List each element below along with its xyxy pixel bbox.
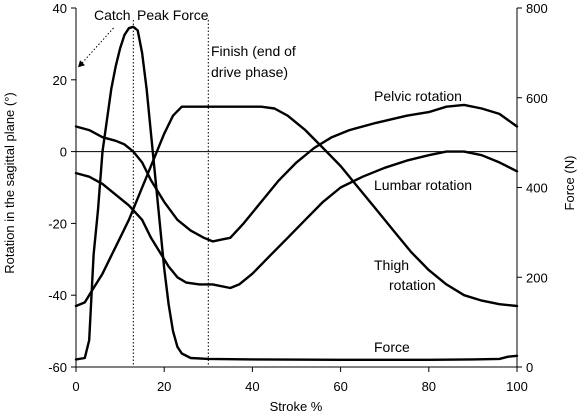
y2-tick-label: 800: [526, 1, 548, 16]
catch-arrow-head: [78, 60, 85, 68]
annotations: Catch Peak Force Finish (end of drive ph…: [94, 7, 472, 355]
series-lumbar-rotation: [74, 150, 519, 290]
y2-tick-label: 0: [526, 360, 533, 375]
y-tick-label: -60: [48, 360, 67, 375]
annotation-catch: Catch: [94, 7, 131, 23]
series-pelvic-rotation: [74, 103, 519, 243]
y2-tick-label: 200: [526, 270, 548, 285]
y2-tick-label: 600: [526, 91, 548, 106]
x-tick-label: 100: [506, 379, 528, 394]
annotation-lumbar: Lumbar rotation: [374, 177, 472, 193]
annotation-force: Force: [374, 339, 410, 355]
marker-lines: [78, 20, 209, 367]
y-tick-label: -40: [48, 288, 67, 303]
y-tick-label: 40: [53, 1, 67, 16]
x-tick-label: 0: [72, 379, 79, 394]
y-tick-label: -20: [48, 216, 67, 231]
annotation-thigh-line2: rotation: [389, 277, 436, 293]
y-tick-label: 0: [60, 145, 67, 160]
series-lines: [74, 25, 519, 361]
series-thigh-rotation: [74, 105, 519, 308]
x-tick-label: 40: [245, 379, 259, 394]
annotation-thigh-line1: Thigh: [374, 257, 409, 273]
series-force: [74, 25, 519, 361]
x-axis-label: Stroke %: [270, 399, 323, 414]
y-tick-label: 20: [53, 73, 67, 88]
y-axis-label: Rotation in the sagittal plane (°): [2, 92, 17, 274]
annotation-pelvic: Pelvic rotation: [374, 88, 462, 104]
annotation-finish-line1: Finish (end of: [211, 43, 296, 59]
x-tick-label: 60: [333, 379, 347, 394]
x-tick-label: 20: [157, 379, 171, 394]
catch-arrow-line: [80, 27, 114, 65]
annotation-finish-line2: drive phase): [211, 64, 288, 80]
x-tick-label: 80: [422, 379, 436, 394]
y2-axis-label: Force (N): [562, 156, 577, 211]
y2-tick-label: 400: [526, 181, 548, 196]
annotation-peak-force: Peak Force: [137, 7, 209, 23]
